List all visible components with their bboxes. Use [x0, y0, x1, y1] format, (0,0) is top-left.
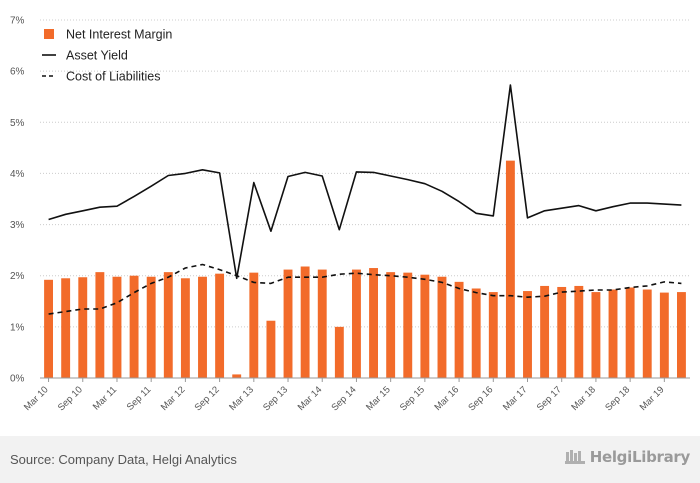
- x-tick-label: Sep 14: [329, 384, 358, 413]
- x-tick-label: Mar 12: [159, 384, 188, 413]
- y-tick-label: 7%: [10, 16, 25, 27]
- bar-net-interest-margin: [198, 276, 207, 378]
- bar-net-interest-margin: [642, 289, 652, 378]
- x-tick-label: Sep 12: [193, 384, 222, 413]
- y-tick-label: 1%: [10, 322, 25, 333]
- line-cost-of-liabilities: [48, 263, 682, 315]
- x-tick-label: Mar 17: [501, 384, 530, 413]
- x-tick-label: Mar 13: [227, 384, 256, 413]
- bar-net-interest-margin: [437, 276, 447, 378]
- bar-net-interest-margin: [540, 285, 550, 378]
- bar-net-interest-margin: [146, 276, 156, 378]
- footer: Source: Company Data, Helgi Analytics He…: [0, 436, 700, 483]
- bar-net-interest-margin: [249, 272, 259, 378]
- x-tick-label: Sep 15: [398, 384, 427, 413]
- bar-net-interest-margin: [163, 272, 173, 378]
- y-tick-label: 0%: [10, 374, 25, 385]
- bar-net-interest-margin: [505, 160, 515, 378]
- source-note: Source: Company Data, Helgi Analytics: [10, 452, 237, 467]
- legend: Net Interest Margin Asset Yield Cost of …: [42, 28, 172, 84]
- legend-swatch-net-interest-margin: [44, 29, 54, 39]
- x-tick-label: Mar 14: [296, 384, 325, 413]
- y-tick-label: 4%: [10, 169, 25, 180]
- x-tick-label: Mar 11: [91, 384, 119, 412]
- bar-net-interest-margin: [591, 292, 601, 378]
- x-tick-label: Mar 15: [364, 384, 393, 413]
- x-tick-label: Mar 10: [22, 384, 51, 413]
- y-tick-label: 2%: [10, 271, 25, 282]
- x-tick-label: Sep 11: [125, 384, 154, 413]
- y-tick-label: 3%: [10, 220, 25, 231]
- bar-net-interest-margin: [283, 269, 293, 378]
- bar-net-interest-margin: [232, 374, 242, 378]
- bar-net-interest-margin: [625, 287, 635, 378]
- legend-label-cost-of-liabilities: Cost of Liabilities: [66, 70, 161, 84]
- bar-net-interest-margin: [266, 320, 276, 378]
- x-tick-label: Mar 19: [638, 384, 667, 413]
- chart-svg: 0%1%2%3%4%5%6%7% Mar 10 Sep 10 Mar 11 Sep 1…: [10, 16, 690, 413]
- bar-net-interest-margin: [557, 286, 567, 378]
- bar-net-interest-margin: [317, 269, 327, 378]
- bar-net-interest-margin: [523, 291, 532, 378]
- brand-logo: HelgiLibrary: [564, 448, 690, 466]
- y-tick-label: 6%: [10, 67, 25, 78]
- bar-net-interest-margin: [112, 276, 122, 378]
- bar-net-interest-margin: [608, 289, 618, 378]
- bar-net-interest-margin: [488, 292, 498, 378]
- line-asset-yield: [48, 84, 682, 280]
- x-tick-label: Sep 13: [261, 384, 290, 413]
- x-axis: Mar 10 Sep 10 Mar 11 Sep 11 Mar 12 Sep 12 Mar …: [22, 377, 690, 413]
- bar-net-interest-margin: [215, 273, 225, 378]
- bar-series: [44, 160, 686, 378]
- bar-net-interest-margin: [352, 269, 361, 378]
- line-series: [48, 84, 682, 315]
- x-tick-label: Mar 18: [569, 384, 598, 413]
- bar-net-interest-margin: [574, 285, 584, 378]
- bar-net-interest-margin: [403, 272, 413, 378]
- bar-net-interest-margin: [180, 278, 190, 378]
- library-icon: [564, 450, 585, 464]
- bar-net-interest-margin: [129, 275, 139, 378]
- bar-net-interest-margin: [95, 272, 105, 378]
- gridlines: [40, 19, 690, 328]
- bar-net-interest-margin: [386, 272, 396, 378]
- y-tick-label: 5%: [10, 118, 25, 129]
- x-tick-label: Sep 16: [466, 384, 495, 413]
- bar-net-interest-margin: [300, 266, 310, 378]
- bar-net-interest-margin: [44, 279, 53, 378]
- bar-net-interest-margin: [471, 288, 481, 378]
- bar-net-interest-margin: [659, 292, 669, 378]
- bar-net-interest-margin: [334, 326, 344, 378]
- x-tick-label: Sep 17: [535, 384, 564, 413]
- legend-label-asset-yield: Asset Yield: [66, 49, 128, 63]
- brand-name: HelgiLibrary: [589, 448, 691, 466]
- x-tick-label: Sep 10: [56, 384, 85, 413]
- x-tick-label: Sep 18: [603, 384, 632, 413]
- x-tick-label: Mar 16: [433, 384, 462, 413]
- y-axis: 0% 1% 2% 3% 4% 5% 6% 7%: [10, 16, 25, 385]
- bar-net-interest-margin: [454, 281, 464, 378]
- bar-net-interest-margin: [61, 278, 71, 378]
- bar-net-interest-margin: [420, 274, 430, 378]
- bar-net-interest-margin: [369, 268, 378, 378]
- legend-label-net-interest-margin: Net Interest Margin: [66, 28, 172, 42]
- bar-net-interest-margin: [677, 292, 686, 378]
- bar-net-interest-margin: [78, 277, 88, 378]
